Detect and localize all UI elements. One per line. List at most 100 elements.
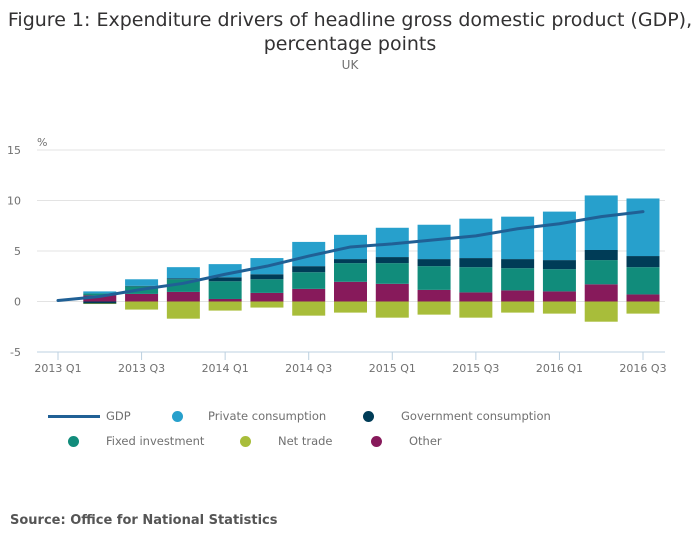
bar-segment-other — [459, 292, 493, 302]
x-tick-label: 2014 Q1 — [202, 362, 249, 375]
bar-segment-other — [626, 294, 660, 302]
legend-label: Other — [409, 434, 442, 448]
bar-segment-government-consumption — [626, 256, 660, 268]
legend-item-government-consumption[interactable]: Government consumption — [363, 409, 551, 423]
y-tick-label: 10 — [7, 195, 21, 208]
bars — [83, 195, 660, 322]
bar-segment-net-trade — [417, 301, 451, 315]
legend-item-fixed-investment[interactable]: Fixed investment — [68, 434, 204, 448]
bar-segment-government-consumption — [208, 277, 242, 282]
bar-segment-fixed-investment — [459, 267, 493, 293]
bar-segment-net-trade — [208, 301, 242, 311]
series-line-gdp — [56, 210, 645, 302]
bar-segment-net-trade — [334, 301, 367, 313]
x-tick-label: 2015 Q3 — [452, 362, 499, 375]
x-tick-label: 2016 Q1 — [536, 362, 583, 375]
x-tick-label: 2014 Q3 — [285, 362, 332, 375]
bar-segment-other — [208, 298, 242, 302]
bar-segment-fixed-investment — [250, 279, 284, 293]
bar-segment-other — [250, 292, 284, 302]
bar-segment-government-consumption — [334, 259, 367, 264]
bar-segment-net-trade — [166, 301, 200, 319]
bar-segment-other — [542, 291, 576, 302]
bar-segment-net-trade — [292, 301, 326, 316]
government-consumption-dot-icon — [363, 410, 374, 422]
legend-item-private-consumption[interactable]: Private consumption — [172, 409, 326, 423]
chart-area: 15 10 5 0 -5 2013 Q1 2013 Q3 2014 Q1 2014 Q3 2015… — [7, 136, 667, 375]
legend-label: Government consumption — [401, 409, 551, 423]
bar-segment-government-consumption — [501, 259, 535, 269]
bar-segment-fixed-investment — [334, 263, 367, 282]
bar-segment-government-consumption — [250, 274, 284, 280]
legend-item-gdp[interactable]: GDP — [48, 409, 131, 423]
bar-segment-government-consumption — [125, 285, 159, 287]
y-axis-label: % — [37, 136, 47, 149]
bar-segment-other — [584, 284, 618, 302]
gdp-line-group — [56, 210, 645, 302]
bar-segment-net-trade — [250, 301, 284, 308]
chart-title-line-2: percentage points — [263, 33, 437, 55]
chart-title-line-1: Figure 1: Expenditure drivers of headlin… — [7, 9, 693, 31]
bar-segment-other — [292, 288, 326, 302]
bar-segment-net-trade — [83, 303, 117, 305]
bar-segment-net-trade — [626, 301, 660, 314]
bar-segment-government-consumption — [292, 266, 326, 273]
fixed-investment-dot-icon — [68, 435, 79, 447]
legend-label: GDP — [106, 409, 131, 423]
bar-segment-government-consumption — [542, 260, 576, 270]
bar-segment-government-consumption — [584, 249, 618, 261]
bar-segment-fixed-investment — [542, 269, 576, 292]
y-tick-label: -5 — [10, 346, 21, 359]
bar-segment-private-consumption — [542, 211, 576, 261]
chart-title: Figure 1: Expenditure drivers of headlin… — [0, 8, 700, 56]
net-trade-dot-icon — [240, 435, 251, 447]
legend-item-net-trade[interactable]: Net trade — [240, 434, 333, 448]
bar-segment-fixed-investment — [292, 272, 326, 289]
bar-segment-fixed-investment — [584, 260, 618, 285]
legend-label: Fixed investment — [106, 434, 205, 448]
bar-segment-government-consumption — [166, 278, 200, 280]
bar-segment-fixed-investment — [208, 281, 242, 299]
x-tick-label: 2016 Q3 — [619, 362, 666, 375]
bar-segment-private-consumption — [166, 267, 200, 279]
y-tick-label: 0 — [14, 296, 21, 309]
bar-segment-fixed-investment — [83, 293, 117, 296]
bar-segment-fixed-investment — [375, 263, 409, 284]
bar-segment-fixed-investment — [501, 268, 535, 291]
bar-segment-other — [125, 293, 159, 302]
bar-segment-other — [83, 295, 117, 302]
legend-label: Net trade — [278, 434, 333, 448]
bar-segment-other — [166, 291, 200, 302]
legend-item-other[interactable]: Other — [371, 434, 442, 448]
other-dot-icon — [371, 435, 382, 447]
x-tick-label: 2013 Q1 — [34, 362, 81, 375]
bar-segment-net-trade — [375, 301, 409, 318]
x-tick-label: 2015 Q1 — [369, 362, 416, 375]
bar-segment-private-consumption — [83, 291, 117, 294]
bar-segment-private-consumption — [125, 279, 159, 286]
bar-segment-other — [501, 290, 535, 302]
bar-segment-net-trade — [459, 301, 493, 318]
bar-segment-other — [334, 281, 367, 302]
bar-segment-government-consumption — [83, 301, 117, 304]
bar-segment-fixed-investment — [417, 266, 451, 290]
bar-segment-government-consumption — [417, 259, 451, 267]
y-tick-label: 5 — [14, 245, 21, 258]
bar-segment-net-trade — [501, 301, 535, 313]
bar-segment-government-consumption — [375, 257, 409, 264]
y-tick-label: 15 — [7, 144, 21, 157]
bar-segment-net-trade — [125, 301, 159, 310]
bar-segment-net-trade — [584, 301, 618, 322]
legend-label: Private consumption — [208, 409, 327, 423]
bar-segment-other — [417, 289, 451, 302]
bar-segment-net-trade — [542, 301, 576, 314]
bar-segment-fixed-investment — [626, 267, 660, 295]
bar-segment-private-consumption — [584, 195, 618, 250]
source-note: Source: Office for National Statistics — [10, 513, 278, 528]
x-tick-label: 2013 Q3 — [118, 362, 165, 375]
axes: 15 10 5 0 -5 2013 Q1 2013 Q3 2014 Q1 2014 Q3 2015… — [7, 144, 667, 375]
gdp-line-swatch-icon — [48, 414, 100, 418]
bar-segment-private-consumption — [626, 198, 660, 257]
chart-subtitle: UK — [341, 58, 359, 72]
private-consumption-dot-icon — [172, 410, 183, 422]
